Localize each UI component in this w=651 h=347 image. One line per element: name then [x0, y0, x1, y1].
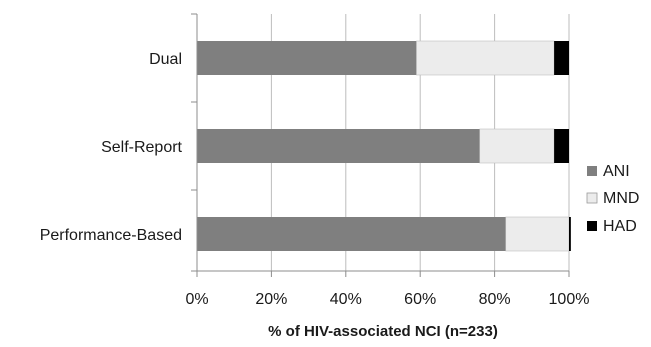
category-label: Self-Report: [101, 139, 182, 156]
x-tick-label: 100%: [549, 291, 590, 308]
bar-segment-had: [554, 41, 569, 75]
bar-segment-ani: [197, 129, 480, 163]
bar-segment-had: [569, 217, 571, 251]
legend-label-had: HAD: [603, 218, 637, 235]
x-tick-label: 80%: [479, 291, 511, 308]
bar-segment-mnd: [505, 216, 570, 252]
x-tick-label: 20%: [255, 291, 287, 308]
legend-swatch-mnd: [586, 192, 598, 204]
category-label: Dual: [149, 51, 182, 68]
x-tick-label: 40%: [330, 291, 362, 308]
bars: [197, 40, 571, 252]
bar-segment-ani: [197, 41, 417, 75]
bar-segment-mnd: [416, 40, 555, 76]
bar-segment-ani: [197, 217, 506, 251]
category-label: Performance-Based: [40, 227, 182, 244]
x-tick-label: 0%: [185, 291, 208, 308]
category-labels: Dual Self-Report Performance-Based: [40, 51, 183, 244]
x-axis-label: % of HIV-associated NCI (n=233): [268, 323, 498, 340]
legend-swatch-had: [587, 221, 597, 231]
bar-segment-mnd: [479, 128, 555, 164]
legend: ANI MND HAD: [586, 163, 639, 235]
legend-label-mnd: MND: [603, 190, 639, 207]
x-tick-label: 60%: [404, 291, 436, 308]
axes: [191, 13, 570, 277]
legend-swatch-ani: [587, 166, 597, 176]
legend-label-ani: ANI: [603, 163, 630, 180]
x-tick-labels: 0% 20% 40% 60% 80% 100%: [185, 291, 589, 308]
bar-segment-had: [554, 129, 569, 163]
